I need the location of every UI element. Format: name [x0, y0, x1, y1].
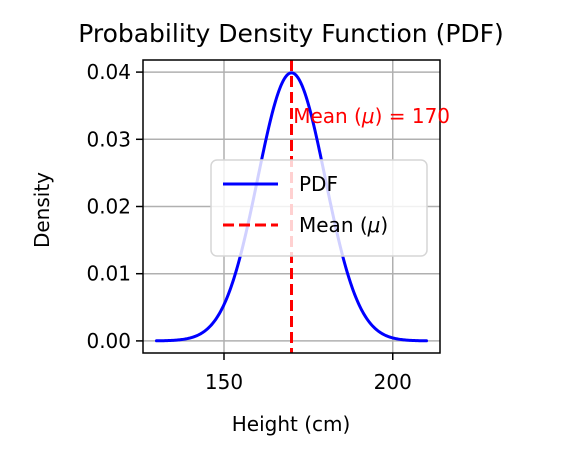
- mean-annotation: Mean (μ) = 170: [293, 104, 450, 128]
- text-span: ): [380, 213, 388, 237]
- x-axis-label: Height (cm): [232, 412, 351, 436]
- mu-symbol: μ: [367, 213, 381, 237]
- mu-symbol: μ: [361, 104, 375, 128]
- x-tick-label: 200: [374, 370, 412, 394]
- legend-pdf-label: PDF: [299, 172, 338, 196]
- legend-mean-label: Mean (μ): [299, 213, 388, 237]
- legend: PDF Mean (μ): [210, 159, 428, 257]
- annotation-layer: Mean (μ) = 170: [293, 104, 450, 128]
- y-tick-label: 0.01: [86, 262, 131, 286]
- y-tick-label: 0.00: [86, 329, 131, 353]
- chart-title: Probability Density Function (PDF): [78, 19, 504, 48]
- x-tick-label: 150: [205, 370, 243, 394]
- text-span: PDF: [299, 172, 338, 196]
- y-tick-label: 0.02: [86, 195, 131, 219]
- text-span: Mean (: [293, 104, 362, 128]
- text-span: Mean (: [299, 213, 368, 237]
- text-span: ) = 170: [375, 104, 450, 128]
- y-tick-label: 0.04: [86, 60, 131, 84]
- y-tick-label: 0.03: [86, 127, 131, 151]
- y-axis-label: Density: [30, 172, 54, 248]
- pdf-curve: [155, 71, 428, 343]
